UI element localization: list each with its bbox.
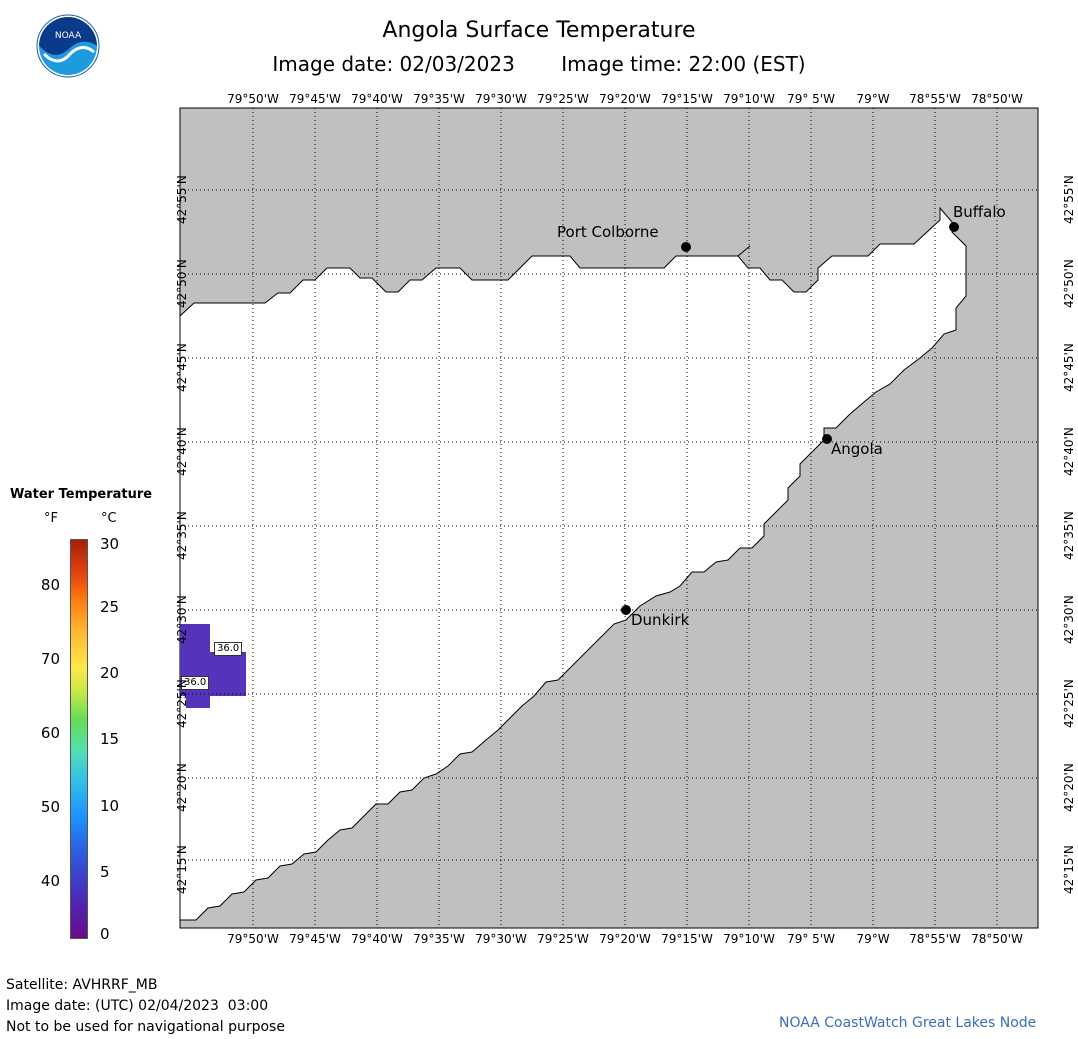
lon-tick-label: 78°55'W — [909, 932, 961, 946]
lat-tick-label: 42°40'N — [1062, 427, 1076, 476]
lon-tick-label: 79°20'W — [599, 932, 651, 946]
legend-c-tick: 30 — [100, 535, 120, 553]
map-title: Angola Surface Temperature — [382, 18, 696, 43]
image-date: Image date: 02/03/2023 — [272, 52, 515, 76]
lon-tick-label: 79°W — [856, 932, 890, 946]
legend-f-tick: 50 — [40, 798, 60, 816]
lon-tick-label: 79°50'W — [227, 932, 279, 946]
lat-tick-label: 42°35'N — [1062, 511, 1076, 560]
credit-text: NOAA CoastWatch Great Lakes Node — [779, 1015, 1037, 1031]
legend-c-tick: 20 — [100, 664, 120, 682]
lat-tick-label: 42°20'N — [1062, 763, 1076, 812]
temp-label: 36.0 — [181, 676, 210, 690]
lat-tick-label: 42°50'N — [1062, 259, 1076, 308]
lat-tick-label: 42°25'N — [175, 679, 189, 728]
lat-tick-label: 42°20'N — [175, 763, 189, 812]
legend-c-tick: 5 — [100, 863, 110, 881]
lon-tick-label: 79°20'W — [599, 92, 651, 106]
lon-tick-label: 79° 5'W — [787, 932, 835, 946]
lon-tick-label: 79° 5'W — [787, 92, 835, 106]
utc-date: Image date: (UTC) 02/04/2023 03:00 — [6, 998, 269, 1014]
city-marker — [949, 222, 959, 232]
legend-c-tick: 0 — [100, 925, 110, 943]
lat-tick-label: 42°45'N — [175, 343, 189, 392]
lon-tick-label: 79°30'W — [475, 92, 527, 106]
lon-tick-label: 79°30'W — [475, 932, 527, 946]
lon-tick-label: 79°15'W — [661, 92, 713, 106]
legend-f-tick: 80 — [40, 576, 60, 594]
lake-erie-water — [179, 206, 967, 921]
city-label-angola: Angola — [831, 440, 883, 458]
lat-tick-label: 42°55'N — [175, 175, 189, 224]
color-scale-bar — [70, 539, 88, 939]
lon-tick-label: 79°40'W — [351, 92, 403, 106]
lon-tick-label: 79°35'W — [413, 932, 465, 946]
lat-tick-label: 42°30'N — [1062, 595, 1076, 644]
lon-tick-label: 78°50'W — [971, 932, 1023, 946]
lat-tick-label: 42°15'N — [175, 845, 189, 894]
lat-tick-label: 42°45'N — [1062, 343, 1076, 392]
city-label-port-colborne: Port Colborne — [557, 223, 659, 241]
legend-f-tick: 60 — [40, 724, 60, 742]
lon-tick-label: 79°10'W — [723, 92, 775, 106]
image-time: Image time: 22:00 (EST) — [561, 52, 806, 76]
satellite-info: Satellite: AVHRRF_MB — [6, 977, 158, 993]
lon-tick-label: 79°50'W — [227, 92, 279, 106]
lat-tick-label: 42°40'N — [175, 427, 189, 476]
city-marker — [681, 242, 691, 252]
legend-f-tick: 40 — [40, 872, 60, 890]
lon-tick-label: 78°50'W — [971, 92, 1023, 106]
lon-tick-label: 79°45'W — [289, 92, 341, 106]
city-label-dunkirk: Dunkirk — [631, 611, 690, 629]
disclaimer: Not to be used for navigational purpose — [6, 1019, 285, 1035]
lat-tick-label: 42°25'N — [1062, 679, 1076, 728]
legend-title: Water Temperature — [10, 487, 153, 502]
map-subtitle: Image date: 02/03/2023 Image time: 22:00… — [0, 52, 1078, 76]
lon-tick-label: 79°40'W — [351, 932, 403, 946]
city-label-buffalo: Buffalo — [953, 203, 1006, 221]
lat-tick-label: 42°30'N — [175, 595, 189, 644]
lat-tick-label: 42°50'N — [175, 259, 189, 308]
legend-c-tick: 10 — [100, 797, 120, 815]
legend-unit-f: °F — [44, 511, 58, 526]
legend-unit-c: °C — [101, 511, 117, 526]
lon-tick-label: 79°25'W — [537, 92, 589, 106]
noaa-logo-icon: NOAA — [36, 14, 100, 78]
footer-info: Satellite: AVHRRF_MB Image date: (UTC) 0… — [6, 975, 285, 1038]
city-marker — [621, 605, 631, 615]
city-marker — [822, 434, 832, 444]
legend-c-tick: 15 — [100, 730, 120, 748]
temp-label: 36.0 — [214, 642, 243, 656]
lat-tick-label: 42°55'N — [1062, 175, 1076, 224]
lon-tick-label: 79°45'W — [289, 932, 341, 946]
lon-tick-label: 79°W — [856, 92, 890, 106]
legend-f-tick: 70 — [40, 650, 60, 668]
lat-tick-label: 42°35'N — [175, 511, 189, 560]
lat-tick-label: 42°15'N — [1062, 845, 1076, 894]
lon-tick-label: 79°10'W — [723, 932, 775, 946]
lon-tick-label: 78°55'W — [909, 92, 961, 106]
logo-text: NOAA — [55, 31, 82, 41]
legend-c-tick: 25 — [100, 598, 120, 616]
lon-tick-label: 79°15'W — [661, 932, 713, 946]
lon-tick-label: 79°35'W — [413, 92, 465, 106]
lon-tick-label: 79°25'W — [537, 932, 589, 946]
